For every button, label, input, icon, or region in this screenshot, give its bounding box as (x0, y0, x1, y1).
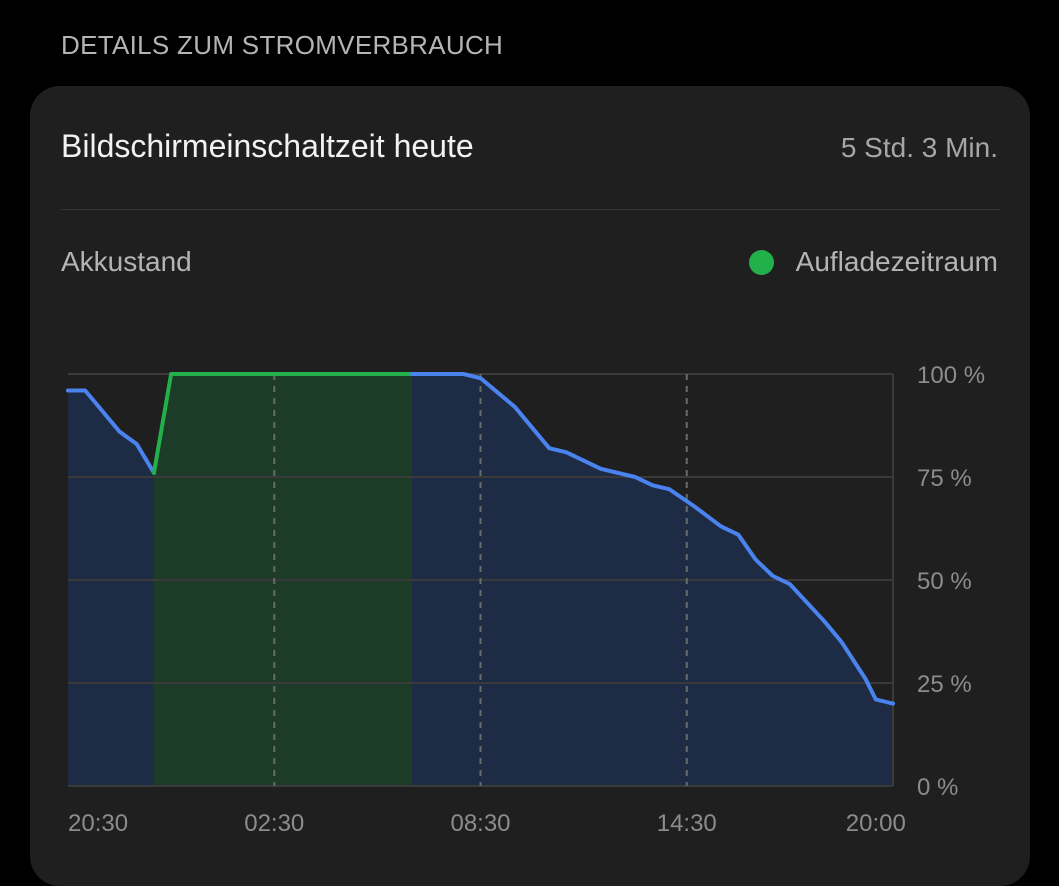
chart-label: Akkustand (61, 246, 192, 277)
battery-line-before-charge (66, 388, 156, 475)
battery-line-after-charge (409, 372, 895, 706)
legend-label: Aufladezeitraum (795, 246, 998, 277)
legend-charging-period: Aufladezeitraum (748, 246, 998, 278)
x-tick-label: 20:30 (68, 810, 128, 837)
divider (61, 209, 1000, 210)
legend-dot-icon (748, 249, 774, 275)
y-tick-label: 75 % (917, 465, 972, 492)
section-header: DETAILS ZUM STROMVERBRAUCH (61, 30, 504, 60)
screen-time-value: 5 Std. 3 Min. (840, 132, 998, 163)
battery-chart: 0 % 25 % 50 % 75 % 100 % 20:30 02:30 08:30 14:30… (66, 362, 985, 837)
y-tick-label: 50 % (917, 568, 972, 595)
x-tick-label: 20:00 (846, 810, 906, 837)
y-tick-label: 0 % (917, 774, 958, 801)
x-tick-label: 14:30 (657, 810, 717, 837)
card-title: Bildschirmeinschaltzeit heute (61, 128, 474, 164)
battery-line-charging (151, 372, 414, 475)
y-tick-label: 100 % (917, 362, 985, 389)
y-tick-label: 25 % (917, 671, 972, 698)
x-tick-label: 08:30 (450, 810, 510, 837)
x-tick-label: 02:30 (244, 810, 304, 837)
